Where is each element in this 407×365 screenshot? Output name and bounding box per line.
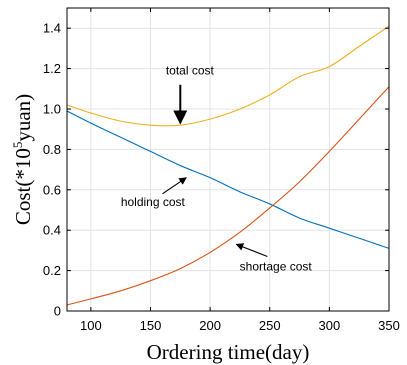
y-tick-label: 1.2 (43, 61, 61, 76)
y-tick-label: 0.8 (43, 142, 61, 157)
annotations: total cost holding cost shortage cost (121, 64, 313, 274)
x-axis-title: Ordering time(day) (147, 340, 310, 364)
y-tick-label: 1.4 (43, 21, 61, 36)
holding-cost-annotation-label: holding cost (121, 195, 186, 209)
series-lines (66, 25, 390, 306)
holding-cost-line (66, 110, 390, 249)
y-tick-label: 0.6 (43, 182, 61, 197)
x-tick-label: 300 (319, 318, 341, 333)
y-axis-title-superscript: 5 (10, 142, 25, 149)
y-axis-title-suffix: yuan) (11, 94, 35, 142)
gridlines (67, 8, 390, 312)
x-tick-label: 350 (378, 318, 400, 333)
plot-frame (66, 7, 390, 312)
x-tick-label: 250 (259, 318, 281, 333)
axis-ticks: 100 150 200 250 300 350 0 0.2 0.4 0.6 0.8 1.0 1.2 1.4 (43, 8, 400, 333)
total-cost-annotation-label: total cost (166, 64, 215, 78)
shortage-cost-annotation-label: shortage cost (240, 260, 313, 274)
total-cost-line (66, 25, 390, 127)
y-tick-label: 0.2 (43, 263, 61, 278)
x-tick-label: 150 (140, 318, 162, 333)
shortage-cost-annotation-arrow (235, 243, 268, 257)
y-axis-title-prefix: Cost(*10 (11, 148, 35, 225)
x-tick-label: 200 (199, 318, 221, 333)
x-tick-label: 100 (80, 318, 102, 333)
y-tick-label: 0 (54, 304, 61, 319)
y-tick-label: 0.4 (43, 223, 61, 238)
y-axis-title: Cost(*105yuan) (10, 94, 35, 225)
y-tick-label: 1.0 (43, 102, 61, 117)
holding-cost-annotation-arrow (162, 177, 187, 195)
shortage-cost-line (66, 86, 390, 306)
